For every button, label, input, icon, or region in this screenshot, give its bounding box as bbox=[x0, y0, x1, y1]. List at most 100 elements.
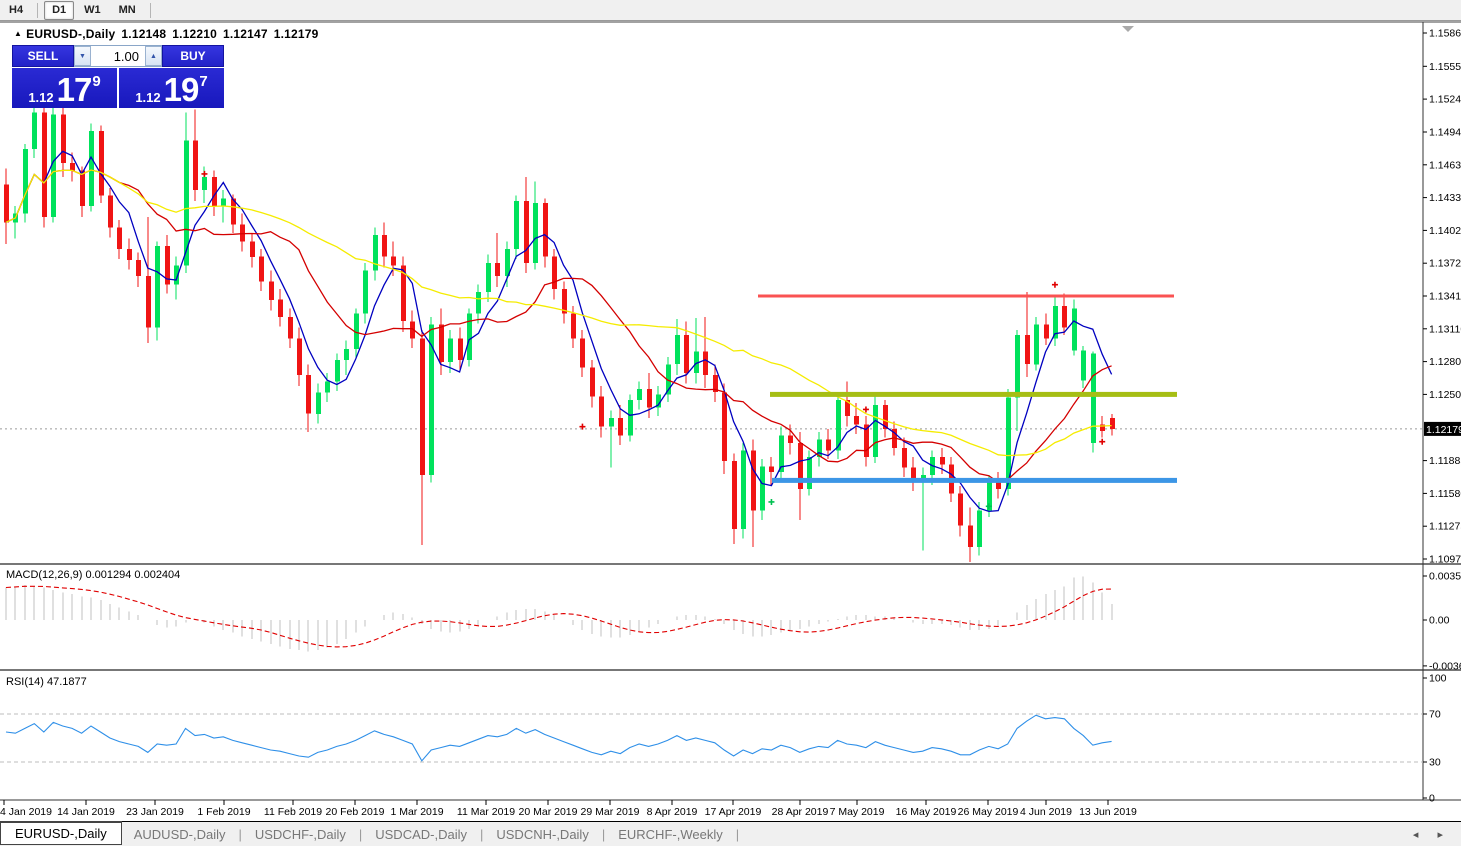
support-line[interactable] bbox=[772, 477, 1177, 483]
tab-eurusd[interactable]: EURUSD-,Daily bbox=[0, 820, 122, 845]
timeframe-button-mn[interactable]: MN bbox=[118, 3, 136, 16]
svg-text:17 Apr 2019: 17 Apr 2019 bbox=[705, 806, 762, 818]
svg-text:1.11885: 1.11885 bbox=[1429, 455, 1461, 467]
symbol-tab-bar: EURUSD-,Daily AUDUSD-,Daily | USDCHF-,Daily… bbox=[0, 820, 1461, 846]
svg-text:1.15245: 1.15245 bbox=[1429, 94, 1461, 106]
svg-text:11 Mar 2019: 11 Mar 2019 bbox=[457, 806, 515, 818]
svg-text:8 Apr 2019: 8 Apr 2019 bbox=[647, 806, 698, 818]
buy-price-sup: 7 bbox=[199, 73, 208, 90]
svg-text:29 Mar 2019: 29 Mar 2019 bbox=[581, 806, 640, 818]
ma-fast-blue bbox=[5, 150, 1113, 513]
collapse-triangle-icon[interactable]: ▲ bbox=[14, 29, 23, 38]
date-axis: 4 Jan 2019 14 Jan 2019 23 Jan 2019 1 Feb 20… bbox=[0, 800, 1137, 818]
rsi-label: RSI(14) 47.1877 bbox=[6, 676, 87, 688]
timeframe-button-d1[interactable]: D1 bbox=[44, 0, 75, 20]
svg-text:20 Mar 2019: 20 Mar 2019 bbox=[519, 806, 578, 818]
resistance-line[interactable] bbox=[758, 294, 1174, 298]
svg-text:70: 70 bbox=[1429, 709, 1441, 721]
sell-button[interactable]: SELL bbox=[12, 45, 74, 67]
buy-button[interactable]: BUY bbox=[162, 45, 224, 67]
tab-usdchf[interactable]: USDCHF-,Daily bbox=[254, 826, 346, 842]
svg-text:1.14025: 1.14025 bbox=[1429, 225, 1461, 237]
svg-text:1.14330: 1.14330 bbox=[1429, 192, 1461, 204]
ma-slow-yellow bbox=[5, 169, 1112, 457]
one-click-trade-panel: SELL ▼ 1.00 ▲ BUY 1.12 17 9 1.12 19 7 bbox=[12, 45, 224, 108]
tab-usdcnh[interactable]: USDCNH-,Daily bbox=[496, 826, 589, 842]
sell-price-small: 1.12 bbox=[28, 90, 54, 105]
svg-text:100: 100 bbox=[1429, 673, 1447, 685]
sell-price-box[interactable]: 1.12 17 9 bbox=[12, 68, 117, 108]
candles bbox=[4, 98, 1115, 562]
sell-price-big: 17 bbox=[56, 71, 93, 108]
ohlc-open: 1.12148 bbox=[121, 27, 167, 41]
svg-text:23 Jan 2019: 23 Jan 2019 bbox=[126, 806, 184, 818]
macd-label: MACD(12,26,9) 0.001294 0.002404 bbox=[6, 569, 180, 581]
svg-text:30: 30 bbox=[1429, 757, 1441, 769]
timeframe-toolbar: H4 D1 W1 MN bbox=[0, 0, 1461, 21]
toolbar-separator bbox=[149, 2, 151, 18]
svg-text:7 May 2019: 7 May 2019 bbox=[830, 806, 885, 818]
panel-borders bbox=[0, 21, 1461, 801]
svg-text:4 Jun 2019: 4 Jun 2019 bbox=[1020, 806, 1072, 818]
svg-text:1.12500: 1.12500 bbox=[1429, 389, 1461, 401]
svg-text:1.14635: 1.14635 bbox=[1429, 159, 1461, 171]
chart-ohlc-header: ▲ EURUSD-,Daily 1.12148 1.12210 1.12147 1.121… bbox=[14, 27, 325, 41]
svg-text:1.13720: 1.13720 bbox=[1429, 258, 1461, 270]
svg-text:0.003518: 0.003518 bbox=[1429, 571, 1461, 583]
volume-input[interactable]: 1.00 bbox=[113, 48, 139, 64]
tab-separator: | bbox=[358, 826, 363, 842]
svg-text:1.11580: 1.11580 bbox=[1429, 488, 1461, 500]
volume-increase-button[interactable]: ▲ bbox=[145, 46, 162, 66]
pivot-line[interactable] bbox=[770, 391, 1177, 397]
scroll-to-end-icon[interactable] bbox=[1122, 26, 1134, 32]
toolbar-separator bbox=[37, 2, 39, 18]
buy-price-big: 19 bbox=[163, 71, 200, 108]
buy-price-small: 1.12 bbox=[135, 90, 161, 105]
svg-text:1.10970: 1.10970 bbox=[1429, 554, 1461, 566]
svg-text:4 Jan 2019: 4 Jan 2019 bbox=[0, 806, 52, 818]
tab-scroll-arrows[interactable]: ◂ ▸ bbox=[1412, 828, 1451, 841]
svg-text:0.00: 0.00 bbox=[1429, 615, 1450, 627]
svg-text:1.14940: 1.14940 bbox=[1429, 127, 1461, 139]
moving-average-lines bbox=[5, 150, 1113, 513]
timeframe-button-w1[interactable]: W1 bbox=[84, 3, 101, 16]
svg-text:0: 0 bbox=[1429, 793, 1435, 805]
svg-text:-0.00367: -0.00367 bbox=[1429, 660, 1461, 672]
tab-separator: | bbox=[735, 826, 740, 842]
price-axis: 1.15860 1.15550 1.15245 1.14940 1.14635 1.143… bbox=[1423, 28, 1461, 566]
svg-text:1.12805: 1.12805 bbox=[1429, 356, 1461, 368]
svg-text:11 Feb 2019: 11 Feb 2019 bbox=[264, 806, 322, 818]
svg-text:20 Feb 2019: 20 Feb 2019 bbox=[326, 806, 385, 818]
svg-text:1.11275: 1.11275 bbox=[1429, 521, 1461, 533]
tab-separator: | bbox=[601, 826, 606, 842]
tab-eurchf[interactable]: EURCHF-,Weekly bbox=[618, 826, 723, 842]
sell-price-sup: 9 bbox=[92, 73, 101, 90]
macd-panel: MACD(12,26,9) 0.001294 0.002404 0.003518 0… bbox=[5, 569, 1461, 672]
svg-text:16 May 2019: 16 May 2019 bbox=[896, 806, 957, 818]
svg-text:1.15550: 1.15550 bbox=[1429, 61, 1461, 73]
chart-markers bbox=[201, 170, 1106, 510]
svg-text:1 Mar 2019: 1 Mar 2019 bbox=[390, 806, 443, 818]
svg-text:1.12179: 1.12179 bbox=[1426, 424, 1461, 436]
svg-text:28 Apr 2019: 28 Apr 2019 bbox=[772, 806, 829, 818]
current-price-tag: 1.12179 bbox=[1424, 421, 1461, 436]
rsi-line bbox=[5, 714, 1112, 762]
chart-symbol-label: EURUSD-,Daily bbox=[26, 27, 116, 41]
svg-text:1 Feb 2019: 1 Feb 2019 bbox=[197, 806, 250, 818]
ohlc-low: 1.12147 bbox=[222, 27, 268, 41]
svg-text:13 Jun 2019: 13 Jun 2019 bbox=[1079, 806, 1137, 818]
ma-mid-red bbox=[5, 169, 1112, 483]
volume-decrease-button[interactable]: ▼ bbox=[74, 46, 91, 66]
svg-text:1.15860: 1.15860 bbox=[1429, 28, 1461, 40]
rsi-panel: RSI(14) 47.1877 100 70 30 0 bbox=[0, 673, 1447, 805]
ohlc-high: 1.12210 bbox=[172, 27, 217, 41]
ohlc-close: 1.12179 bbox=[273, 27, 319, 41]
chart-canvas[interactable]: 1.15860 1.15550 1.15245 1.14940 1.14635 1.143… bbox=[0, 21, 1461, 821]
tab-usdcad[interactable]: USDCAD-,Daily bbox=[375, 826, 467, 842]
buy-price-box[interactable]: 1.12 19 7 bbox=[119, 68, 224, 108]
tab-audusd[interactable]: AUDUSD-,Daily bbox=[133, 826, 226, 842]
tab-separator: | bbox=[238, 826, 242, 842]
timeframe-button-h4[interactable]: H4 bbox=[9, 3, 24, 16]
svg-text:1.13110: 1.13110 bbox=[1429, 323, 1461, 335]
svg-text:1.13415: 1.13415 bbox=[1429, 291, 1461, 303]
